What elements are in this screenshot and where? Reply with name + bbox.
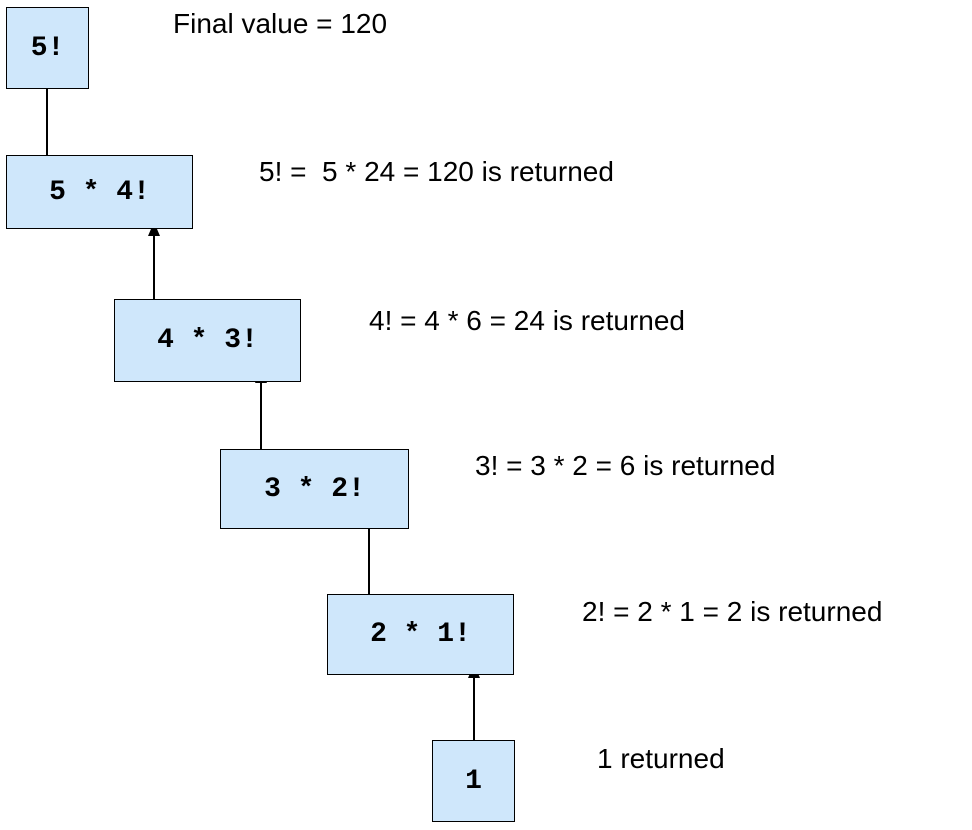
node-1-base-case: 1 [432,740,515,822]
note-2-factorial-returned: 2! = 2 * 1 = 2 is returned [582,596,883,627]
note-3-factorial-returned: 3! = 3 * 2 = 6 is returned [475,450,776,481]
node-2-times-1-factorial: 2 * 1! [327,594,514,675]
note-1-returned: 1 returned [597,743,725,774]
note-final-value: Final value = 120 [173,8,388,39]
node-4-times-3-factorial: 4 * 3! [114,299,301,382]
note-4-factorial-returned: 4! = 4 * 6 = 24 is returned [369,305,685,336]
node-3-times-2-factorial: 3 * 2! [220,449,409,529]
node-5-times-4-factorial: 5 * 4! [6,155,193,229]
note-5-factorial-returned: 5! = 5 * 24 = 120 is returned [259,156,614,187]
arrowhead-4-to-5 [148,222,160,236]
node-5-factorial: 5! [6,7,89,89]
